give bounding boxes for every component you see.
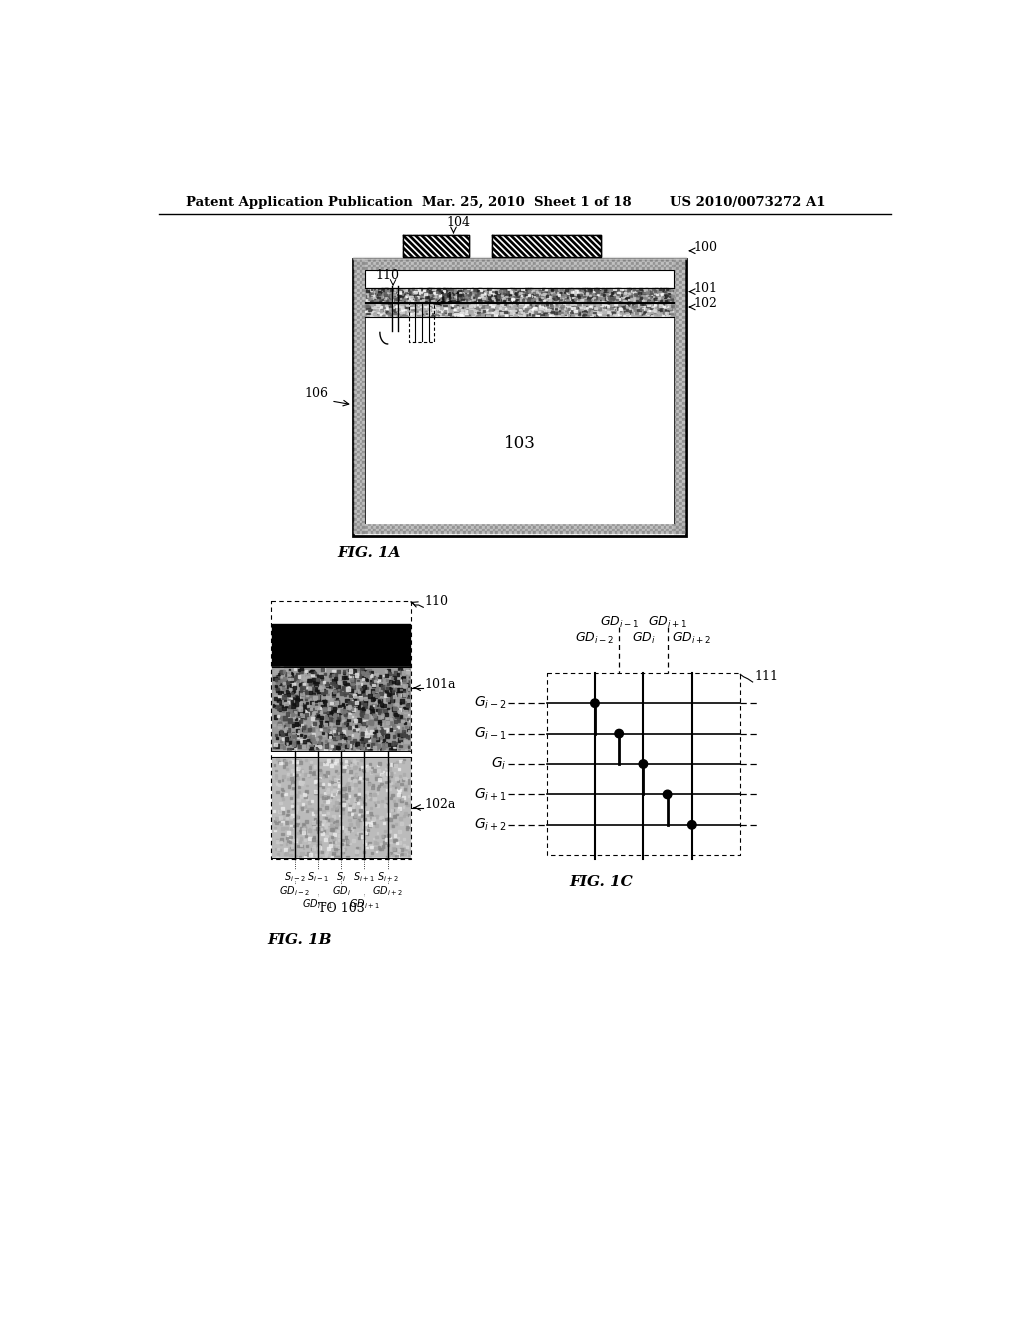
Text: $GD_{i+2}$: $GD_{i+2}$ bbox=[372, 884, 403, 899]
Circle shape bbox=[664, 791, 672, 799]
Text: 103: 103 bbox=[504, 434, 536, 451]
Text: 102: 102 bbox=[693, 297, 718, 310]
Text: $GD_{i-1}$: $GD_{i-1}$ bbox=[302, 896, 334, 911]
Text: $GD_{i+1}$: $GD_{i+1}$ bbox=[349, 896, 380, 911]
Text: $GD_{i-1}$: $GD_{i-1}$ bbox=[599, 615, 639, 631]
Text: $GD_{i-2}$: $GD_{i-2}$ bbox=[280, 884, 310, 899]
Text: 111: 111 bbox=[755, 671, 778, 684]
Circle shape bbox=[614, 730, 624, 738]
Bar bbox=[366, 271, 674, 524]
Text: FIG. 1B: FIG. 1B bbox=[267, 933, 332, 946]
Text: $S_i$: $S_i$ bbox=[336, 871, 346, 884]
Text: Patent Application Publication: Patent Application Publication bbox=[186, 195, 413, 209]
Text: $G_{i+2}$: $G_{i+2}$ bbox=[474, 817, 506, 833]
Text: 100: 100 bbox=[693, 240, 718, 253]
Text: $G_{i-2}$: $G_{i-2}$ bbox=[474, 694, 506, 711]
Text: 101: 101 bbox=[693, 281, 718, 294]
Text: $GD_{i-2}$: $GD_{i-2}$ bbox=[575, 631, 614, 645]
Circle shape bbox=[639, 760, 647, 768]
Text: US 2010/0073272 A1: US 2010/0073272 A1 bbox=[671, 195, 826, 209]
Text: 106: 106 bbox=[304, 387, 328, 400]
Text: 111: 111 bbox=[438, 293, 462, 305]
Text: $G_i$: $G_i$ bbox=[490, 756, 506, 772]
Text: FIG. 1A: FIG. 1A bbox=[337, 546, 400, 560]
Text: $GD_{i+2}$: $GD_{i+2}$ bbox=[673, 631, 712, 645]
Circle shape bbox=[591, 700, 599, 708]
Text: $GD_i$: $GD_i$ bbox=[332, 884, 350, 899]
Text: Mar. 25, 2010  Sheet 1 of 18: Mar. 25, 2010 Sheet 1 of 18 bbox=[423, 195, 632, 209]
Text: TO 103: TO 103 bbox=[317, 903, 365, 915]
Text: $G_{i+1}$: $G_{i+1}$ bbox=[473, 787, 506, 803]
Text: 102a: 102a bbox=[425, 797, 457, 810]
Text: $S_{i+2}$: $S_{i+2}$ bbox=[377, 871, 398, 884]
Text: FIG. 1C: FIG. 1C bbox=[569, 875, 634, 890]
Text: 110: 110 bbox=[425, 595, 449, 609]
Bar bbox=[352, 259, 686, 536]
Text: $S_{i-1}$: $S_{i-1}$ bbox=[307, 871, 329, 884]
Text: $S_{i-2}$: $S_{i-2}$ bbox=[284, 871, 305, 884]
Text: $GD_i$: $GD_i$ bbox=[632, 631, 655, 645]
Text: 110: 110 bbox=[376, 268, 399, 281]
Text: 104: 104 bbox=[446, 216, 471, 230]
Text: $GD_{i+1}$: $GD_{i+1}$ bbox=[648, 615, 687, 631]
Text: $G_{i-1}$: $G_{i-1}$ bbox=[473, 726, 506, 742]
Text: $S_{i+1}$: $S_{i+1}$ bbox=[353, 871, 376, 884]
Circle shape bbox=[687, 821, 696, 829]
Text: 101a: 101a bbox=[425, 677, 457, 690]
